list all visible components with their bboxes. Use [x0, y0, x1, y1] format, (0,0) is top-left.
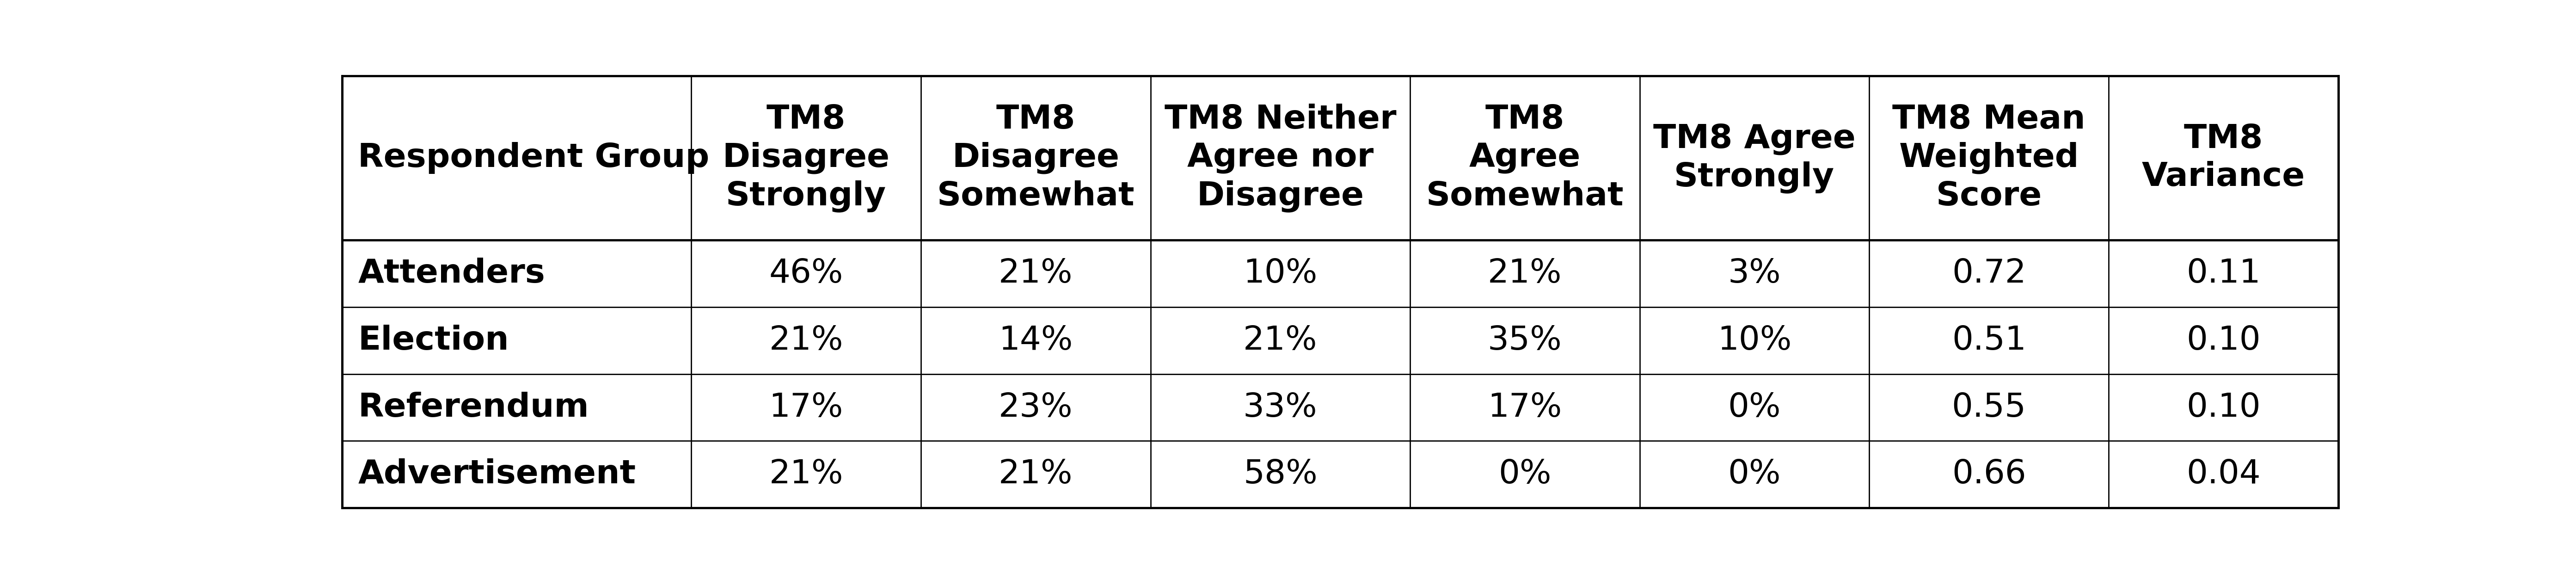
- Text: 21%: 21%: [999, 458, 1072, 490]
- Text: TM8
Agree
Somewhat: TM8 Agree Somewhat: [1427, 104, 1623, 212]
- Text: 0%: 0%: [1728, 392, 1780, 424]
- Text: Election: Election: [358, 325, 510, 356]
- Text: 0.66: 0.66: [1953, 458, 2027, 490]
- Text: 21%: 21%: [770, 458, 842, 490]
- Text: 3%: 3%: [1728, 257, 1780, 289]
- Text: 58%: 58%: [1244, 458, 1316, 490]
- Text: 0.51: 0.51: [1953, 325, 2027, 356]
- Text: Advertisement: Advertisement: [358, 458, 636, 490]
- Text: 0.04: 0.04: [2187, 458, 2262, 490]
- Text: Attenders: Attenders: [358, 257, 546, 289]
- Text: TM8
Variance: TM8 Variance: [2141, 123, 2306, 193]
- Text: 0.10: 0.10: [2187, 325, 2262, 356]
- Text: 0.11: 0.11: [2187, 257, 2262, 289]
- Text: 21%: 21%: [770, 325, 842, 356]
- Text: 17%: 17%: [770, 392, 842, 424]
- Text: 21%: 21%: [999, 257, 1072, 289]
- Text: 35%: 35%: [1489, 325, 1561, 356]
- Text: 21%: 21%: [1489, 257, 1561, 289]
- Text: 33%: 33%: [1244, 392, 1316, 424]
- Text: 0.72: 0.72: [1953, 257, 2027, 289]
- Text: TM8 Agree
Strongly: TM8 Agree Strongly: [1654, 123, 1855, 193]
- Text: 17%: 17%: [1489, 392, 1561, 424]
- Text: 0%: 0%: [1728, 458, 1780, 490]
- Text: 21%: 21%: [1244, 325, 1316, 356]
- Text: 23%: 23%: [999, 392, 1072, 424]
- Text: Referendum: Referendum: [358, 392, 590, 424]
- Text: 46%: 46%: [770, 257, 842, 289]
- Text: 10%: 10%: [1244, 257, 1316, 289]
- Text: 14%: 14%: [999, 325, 1072, 356]
- Text: 0.10: 0.10: [2187, 392, 2262, 424]
- Text: TM8
Disagree
Strongly: TM8 Disagree Strongly: [721, 104, 889, 213]
- Text: 10%: 10%: [1718, 325, 1790, 356]
- Text: Respondent Group: Respondent Group: [358, 142, 708, 174]
- Text: TM8 Mean
Weighted
Score: TM8 Mean Weighted Score: [1893, 104, 2087, 212]
- Text: 0%: 0%: [1499, 458, 1551, 490]
- Text: TM8
Disagree
Somewhat: TM8 Disagree Somewhat: [938, 104, 1133, 212]
- Text: TM8 Neither
Agree nor
Disagree: TM8 Neither Agree nor Disagree: [1164, 104, 1396, 213]
- Text: 0.55: 0.55: [1953, 392, 2027, 424]
